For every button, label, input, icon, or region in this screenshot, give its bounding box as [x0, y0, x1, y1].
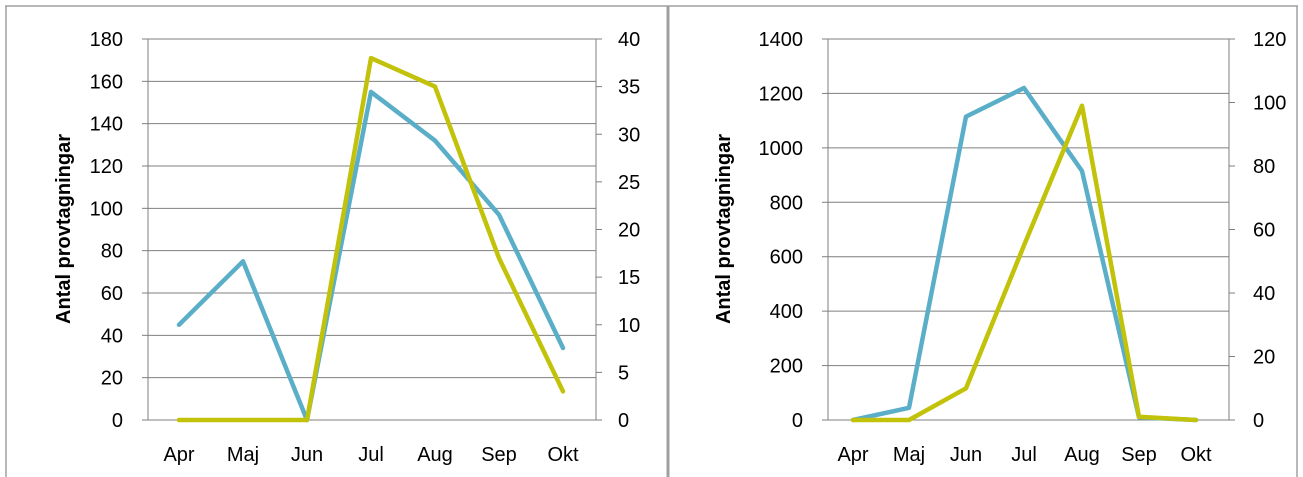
- y-left-tick-label: 400: [770, 301, 803, 323]
- x-tick-label: Okt: [547, 444, 579, 466]
- x-tick-label: Maj: [227, 444, 259, 466]
- y-left-tick-label: 1200: [759, 83, 804, 105]
- y-axis-title: Antal provtagningar: [713, 134, 735, 324]
- y-left-tick-label: 40: [101, 325, 123, 347]
- y-axis-title: Antal provtagningar: [53, 134, 75, 324]
- y-left-tick-label: 160: [90, 71, 123, 93]
- y-right-tick-label: 0: [1253, 410, 1264, 432]
- y-left-tick-label: 200: [770, 356, 803, 378]
- x-tick-label: Jun: [291, 444, 323, 466]
- y-right-tick-label: 0: [618, 410, 629, 432]
- y-right-tick-label: 10: [618, 315, 640, 337]
- series-line-right-axis: [176, 55, 566, 423]
- y-right-tick-label: 60: [1253, 220, 1275, 242]
- x-tick-label: Apr: [163, 444, 194, 466]
- y-left-tick-label: 100: [90, 198, 123, 220]
- x-tick-label: Aug: [417, 444, 453, 466]
- y-left-tick-label: 1400: [759, 29, 804, 51]
- y-right-tick-label: 40: [618, 29, 640, 51]
- x-tick-label: Okt: [1180, 444, 1212, 466]
- x-tick-label: Apr: [837, 444, 868, 466]
- y-right-tick-label: 25: [618, 172, 640, 194]
- y-left-tick-label: 180: [90, 29, 123, 51]
- y-right-tick-label: 5: [618, 362, 629, 384]
- x-tick-label: Aug: [1064, 444, 1100, 466]
- x-tick-label: Sep: [1121, 444, 1157, 466]
- y-left-tick-label: 1000: [759, 138, 804, 160]
- y-right-tick-label: 20: [1253, 347, 1275, 369]
- y-right-tick-label: 100: [1253, 93, 1286, 115]
- x-tick-label: Jul: [358, 444, 384, 466]
- y-right-tick-label: 20: [618, 220, 640, 242]
- series-line-right-axis: [850, 103, 1199, 423]
- y-left-tick-label: 0: [792, 410, 803, 432]
- y-left-tick-label: 80: [101, 241, 123, 263]
- y-left-tick-label: 120: [90, 156, 123, 178]
- y-left-tick-label: 20: [101, 368, 123, 390]
- series-line-left-axis: [850, 85, 1199, 423]
- y-left-tick-label: 600: [770, 247, 803, 269]
- y-right-tick-label: 40: [1253, 283, 1275, 305]
- x-tick-label: Jul: [1011, 444, 1037, 466]
- chart-right: 0 200 400 600 800 1000 1200 1400 0 20 40 60 80 100 120…: [713, 29, 1286, 466]
- y-right-tick-label: 120: [1253, 29, 1286, 51]
- y-right-tick-label: 15: [618, 267, 640, 289]
- y-right-tick-label: 35: [618, 77, 640, 99]
- y-right-tick-label: 80: [1253, 156, 1275, 178]
- x-tick-label: Jun: [950, 444, 982, 466]
- series-line-left-axis: [176, 89, 566, 423]
- y-left-tick-label: 140: [90, 114, 123, 136]
- y-left-tick-label: 0: [112, 410, 123, 432]
- chart-left: 0 20 40 60 80 100 120 140 160 180 0 5 10 15 20 25 30 35 40…: [53, 29, 640, 466]
- y-left-tick-label: 60: [101, 283, 123, 305]
- y-right-tick-label: 30: [618, 124, 640, 146]
- x-tick-label: Maj: [893, 444, 925, 466]
- y-left-tick-label: 800: [770, 192, 803, 214]
- x-tick-label: Sep: [481, 444, 517, 466]
